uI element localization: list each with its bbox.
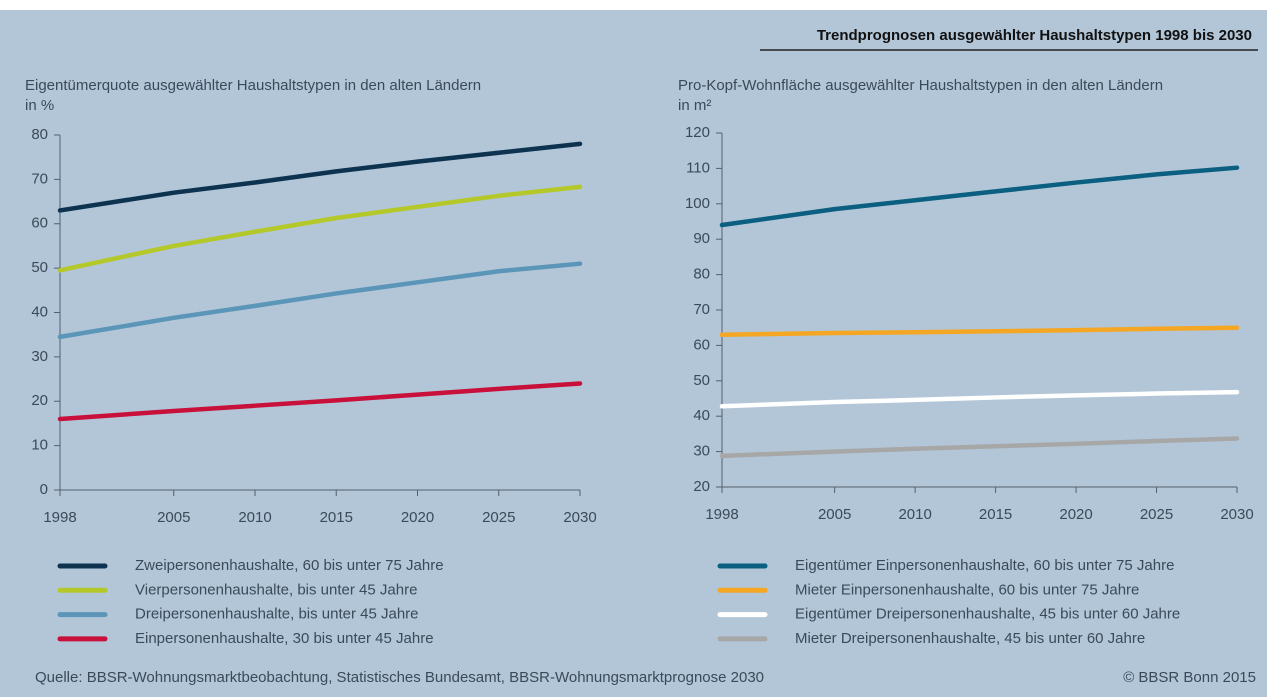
y-tick-label: 30 bbox=[31, 348, 48, 365]
y-tick-label: 40 bbox=[693, 407, 710, 424]
header-title: Trendprognosen ausgewählter Haushaltstyp… bbox=[817, 27, 1252, 44]
y-tick-label: 30 bbox=[693, 443, 710, 460]
y-tick-label: 20 bbox=[31, 392, 48, 409]
x-tick-label: 2030 bbox=[1220, 506, 1253, 523]
legend-label: Eigentümer Dreipersonenhaushalte, 45 bis… bbox=[795, 606, 1180, 623]
line-series bbox=[57, 261, 583, 340]
y-axis-label: in m² bbox=[678, 97, 711, 114]
y-tick-label: 70 bbox=[31, 170, 48, 187]
y-tick-label: 10 bbox=[31, 437, 48, 454]
y-tick-label: 120 bbox=[685, 124, 710, 141]
chart-title: Pro-Kopf-Wohnfläche ausgewählter Haushal… bbox=[678, 77, 1163, 94]
x-tick-label: 2010 bbox=[238, 509, 271, 526]
line-series bbox=[719, 389, 1240, 409]
y-tick-label: 0 bbox=[40, 481, 48, 498]
y-tick-label: 50 bbox=[693, 372, 710, 389]
x-tick-label: 2015 bbox=[320, 509, 353, 526]
y-tick-label: 20 bbox=[693, 478, 710, 495]
y-tick-label: 110 bbox=[686, 159, 710, 176]
y-tick-label: 90 bbox=[693, 230, 710, 247]
legend-label: Mieter Einpersonenhaushalte, 60 bis unte… bbox=[795, 581, 1139, 598]
legend-label: Dreipersonenhaushalte, bis unter 45 Jahr… bbox=[135, 606, 419, 623]
y-tick-label: 80 bbox=[31, 126, 48, 143]
x-tick-label: 2015 bbox=[979, 506, 1012, 523]
x-tick-label: 2030 bbox=[563, 509, 596, 526]
x-tick-label: 2020 bbox=[1059, 506, 1092, 523]
x-tick-label: 1998 bbox=[705, 506, 738, 523]
y-tick-label: 50 bbox=[31, 259, 48, 276]
line-series bbox=[57, 184, 583, 273]
background bbox=[0, 10, 1267, 697]
x-tick-label: 2005 bbox=[157, 509, 190, 526]
legend-label: Zweipersonenhaushalte, 60 bis unter 75 J… bbox=[135, 557, 444, 574]
legend-label: Einpersonenhaushalte, 30 bis unter 45 Ja… bbox=[135, 630, 434, 647]
legend-label: Mieter Dreipersonenhaushalte, 45 bis unt… bbox=[795, 630, 1145, 647]
source: Quelle: BBSR-Wohnungsmarktbeobachtung, S… bbox=[35, 669, 764, 686]
x-tick-label: 2020 bbox=[401, 509, 434, 526]
y-tick-label: 60 bbox=[31, 215, 48, 232]
line-series bbox=[57, 141, 583, 213]
line-series bbox=[719, 436, 1240, 459]
y-tick-label: 70 bbox=[693, 301, 710, 318]
x-tick-label: 2025 bbox=[1140, 506, 1173, 523]
chart-title: Eigentümerquote ausgewählter Haushaltsty… bbox=[25, 77, 481, 94]
legend-label: Eigentümer Einpersonenhaushalte, 60 bis … bbox=[795, 557, 1174, 574]
line-series bbox=[57, 381, 583, 422]
x-tick-label: 2025 bbox=[482, 509, 515, 526]
line-series bbox=[719, 165, 1240, 228]
y-tick-label: 100 bbox=[685, 195, 710, 212]
y-tick-label: 40 bbox=[31, 303, 48, 320]
x-tick-label: 2010 bbox=[898, 506, 931, 523]
x-tick-label: 2005 bbox=[818, 506, 851, 523]
copyright: © BBSR Bonn 2015 bbox=[1123, 669, 1256, 686]
line-series bbox=[719, 325, 1240, 338]
y-tick-label: 60 bbox=[693, 336, 710, 353]
y-tick-label: 80 bbox=[693, 266, 710, 283]
x-tick-label: 1998 bbox=[43, 509, 76, 526]
legend-label: Vierpersonenhaushalte, bis unter 45 Jahr… bbox=[135, 581, 417, 598]
y-axis-label: in % bbox=[25, 97, 54, 114]
